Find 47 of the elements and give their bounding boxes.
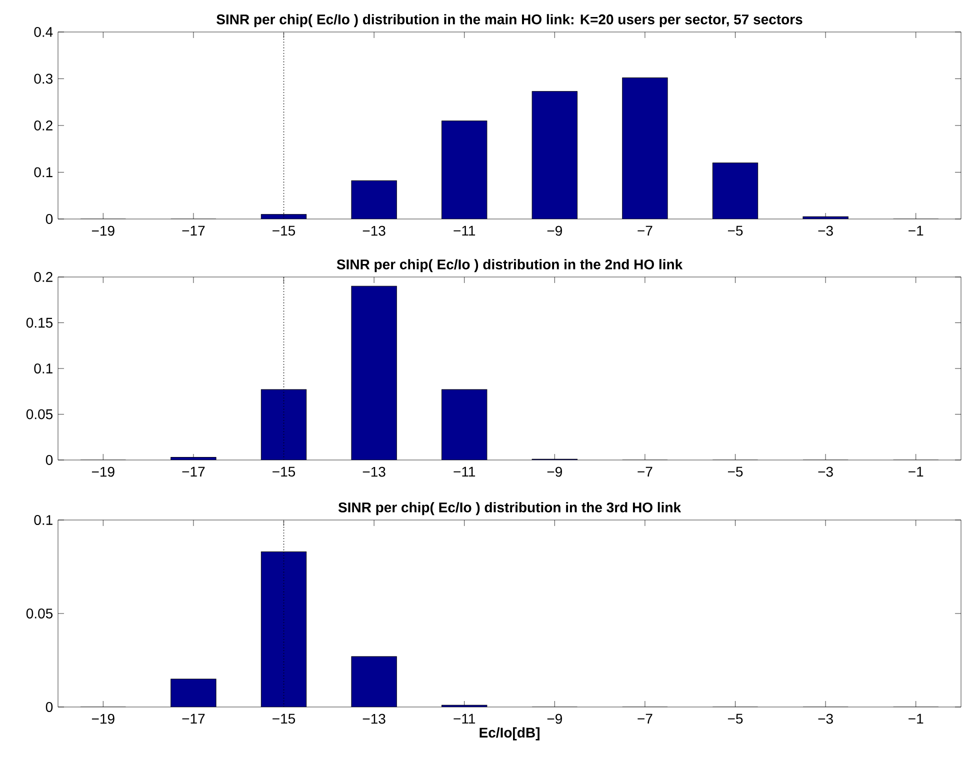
x-tick-label: −7 <box>638 226 652 236</box>
x-tick-label: −9 <box>547 714 562 724</box>
x-tick-label: −9 <box>547 226 562 236</box>
x-tick-label: −3 <box>818 226 833 236</box>
x-tick-label: −1 <box>908 466 924 476</box>
x-tick-label: −3 <box>818 466 833 477</box>
y-tick-label: 0.3 <box>34 74 53 84</box>
y-tick-label: 0.1 <box>34 364 52 374</box>
x-tick-label: −15 <box>272 226 296 236</box>
y-tick-label: 0.2 <box>34 120 52 130</box>
x-tick-label: −7 <box>638 466 652 476</box>
x-tick-label: −5 <box>728 466 743 477</box>
chart-title: SINR per chip( Ec/Io ) distribution in the 3rd HO link <box>338 502 682 516</box>
chart-title: SINR per chip( Ec/Io ) distribution in the main HO link: K=20 users per sector, 57 sectors <box>216 14 802 28</box>
x-tick-label: −9 <box>547 466 562 477</box>
y-tick-label: 0 <box>46 455 53 465</box>
x-tick-label: −15 <box>272 714 296 724</box>
x-tick-label: −7 <box>638 714 652 724</box>
x-tick-label: −13 <box>362 714 386 724</box>
x-tick-label: −5 <box>728 226 743 236</box>
x-axis-title: Ec/Io[dB] <box>480 727 540 740</box>
x-tick-label: −19 <box>92 466 114 477</box>
chart-title: SINR per chip( Ec/Io ) distribution in the 2nd HO link <box>336 259 683 272</box>
x-tick-label: −11 <box>454 226 476 236</box>
x-tick-label: −19 <box>92 714 114 724</box>
y-tick-label: 0.05 <box>26 608 53 618</box>
x-tick-label: −19 <box>92 226 114 236</box>
x-tick-label: −1 <box>908 226 924 236</box>
x-tick-label: −17 <box>182 226 205 236</box>
x-tick-label: −17 <box>182 466 205 476</box>
x-tick-label: −1 <box>908 714 924 724</box>
y-tick-label: 0 <box>46 702 53 712</box>
x-tick-label: −17 <box>182 714 205 724</box>
x-tick-label: −3 <box>818 714 833 724</box>
x-tick-label: −13 <box>362 226 386 236</box>
x-tick-label: −11 <box>454 714 476 724</box>
y-tick-label: 0 <box>46 214 53 224</box>
y-tick-label: 0.15 <box>26 318 53 328</box>
y-tick-label: 0.1 <box>34 515 52 525</box>
x-tick-label: −15 <box>272 466 296 477</box>
x-tick-label: −5 <box>728 714 743 724</box>
y-tick-label: 0.2 <box>34 272 52 282</box>
x-tick-label: −13 <box>362 466 386 477</box>
x-tick-label: −11 <box>454 466 476 476</box>
y-tick-label: 0.4 <box>34 27 53 37</box>
y-tick-label: 0.1 <box>34 167 52 178</box>
y-tick-label: 0.05 <box>26 409 53 420</box>
